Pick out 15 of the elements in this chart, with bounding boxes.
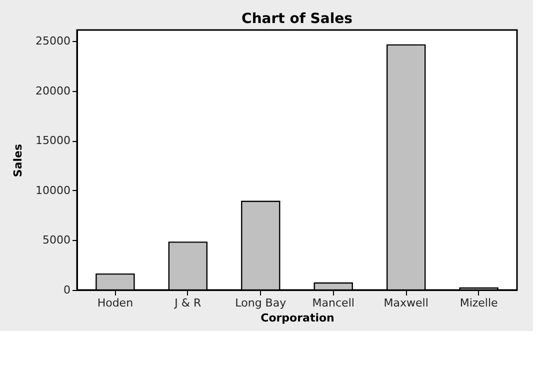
y-tick-label: 5000	[42, 234, 70, 247]
x-tick-label: Hoden	[97, 296, 134, 310]
x-tick-label: Maxwell	[384, 296, 428, 310]
y-tick-label: 20000	[36, 84, 70, 98]
x-tick-label: J & R	[174, 296, 202, 310]
x-axis-title: Corporation	[260, 312, 334, 324]
y-tick-label: 10000	[36, 184, 70, 197]
x-tick-label: Mancell	[312, 296, 354, 310]
y-tick-label: 25000	[36, 34, 70, 48]
y-tick-label: 0	[64, 284, 70, 296]
y-tick-label: 15000	[36, 134, 70, 148]
chart-title: Chart of Sales	[242, 11, 352, 27]
y-axis-title: Sales	[12, 143, 25, 178]
x-tick-label: Mizelle	[460, 296, 498, 310]
x-tick-label: Long Bay	[235, 296, 287, 310]
